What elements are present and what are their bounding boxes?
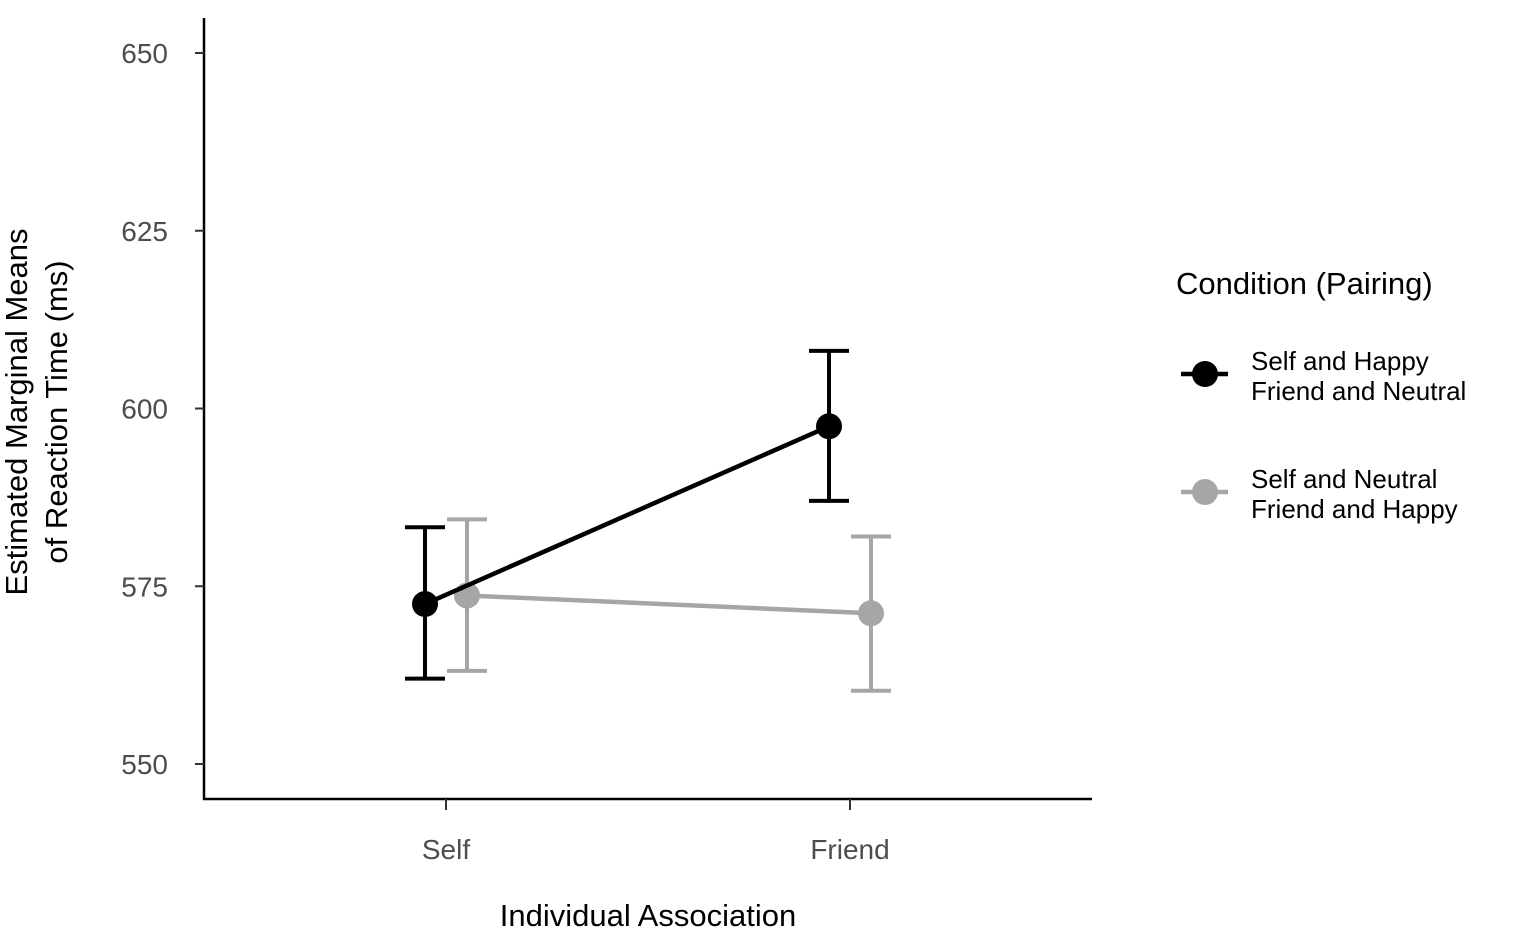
series-1 <box>405 348 849 681</box>
legend-label-line-1: Self and Happy <box>1251 346 1429 376</box>
series-2-line <box>466 593 872 616</box>
series-1-point-self <box>412 591 438 618</box>
x-tick-label-friend: Friend <box>810 834 889 865</box>
axes: 550 575 600 625 650 Self Friend <box>121 18 1092 865</box>
series-1-point-friend <box>816 413 842 440</box>
series-2 <box>447 517 891 693</box>
legend: Condition (Pairing) Self and HappyFriend… <box>1176 266 1466 524</box>
y-axis-title-line-1: Estimated Marginal Means <box>0 229 34 596</box>
series-2-point-friend <box>858 600 884 627</box>
y-tick-label-550: 550 <box>121 749 168 780</box>
x-tick-label-self: Self <box>422 834 470 865</box>
legend-label-line-1: Self and Neutral <box>1251 464 1437 494</box>
legend-label-line-2: Friend and Happy <box>1251 494 1458 524</box>
y-tick-label-625: 625 <box>121 216 168 247</box>
x-ticks: Self Friend <box>422 799 890 865</box>
legend-label-line-2: Friend and Neutral <box>1251 376 1466 406</box>
plot-area <box>405 348 891 693</box>
y-tick-label-650: 650 <box>121 38 168 69</box>
y-axis-title-line-2: of Reaction Time (ms) <box>39 260 74 563</box>
series-1-line <box>424 424 830 607</box>
y-tick-label-600: 600 <box>121 394 168 425</box>
x-axis-title: Individual Association <box>500 898 796 933</box>
y-tick-label-575: 575 <box>121 571 168 602</box>
legend-key-marker <box>1192 479 1218 505</box>
y-ticks: 550 575 600 625 650 <box>121 38 204 780</box>
legend-title: Condition (Pairing) <box>1176 266 1433 301</box>
legend-key-marker <box>1192 361 1218 387</box>
